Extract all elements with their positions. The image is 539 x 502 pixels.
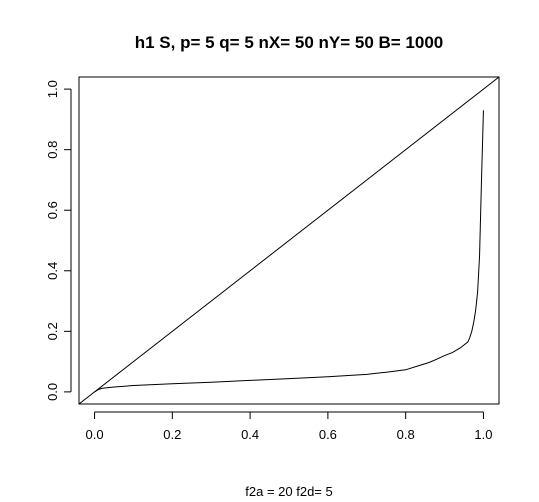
chart-title: h1 S, p= 5 q= 5 nX= 50 nY= 50 B= 1000: [135, 33, 444, 52]
plot-area: [79, 77, 499, 404]
x-axis-label: f2a = 20 f2d= 5: [245, 484, 332, 499]
x-tick-label: 0.6: [319, 427, 337, 442]
axes: 0.0 0.2 0.4 0.6 0.8 1.0 0.0 0.2 0.4 0.6 0.8 1.0: [45, 76, 500, 442]
y-tick-label: 0.2: [45, 322, 60, 340]
y-tick-label: 0.0: [45, 383, 60, 401]
x-tick-label: 1.0: [474, 427, 492, 442]
plot-box: [78, 76, 500, 405]
series-line-0: [94, 110, 484, 393]
x-tick-label: 0.2: [163, 427, 181, 442]
y-tick-label: 0.6: [45, 201, 60, 219]
x-tick-label: 0.0: [86, 427, 104, 442]
x-tick-label: 0.4: [241, 427, 259, 442]
y-tick-label: 0.8: [45, 141, 60, 159]
diagonal-reference-line: [79, 77, 499, 404]
x-tick-label: 0.8: [397, 427, 415, 442]
y-tick-label: 1.0: [45, 80, 60, 98]
y-tick-label: 0.4: [45, 262, 60, 280]
